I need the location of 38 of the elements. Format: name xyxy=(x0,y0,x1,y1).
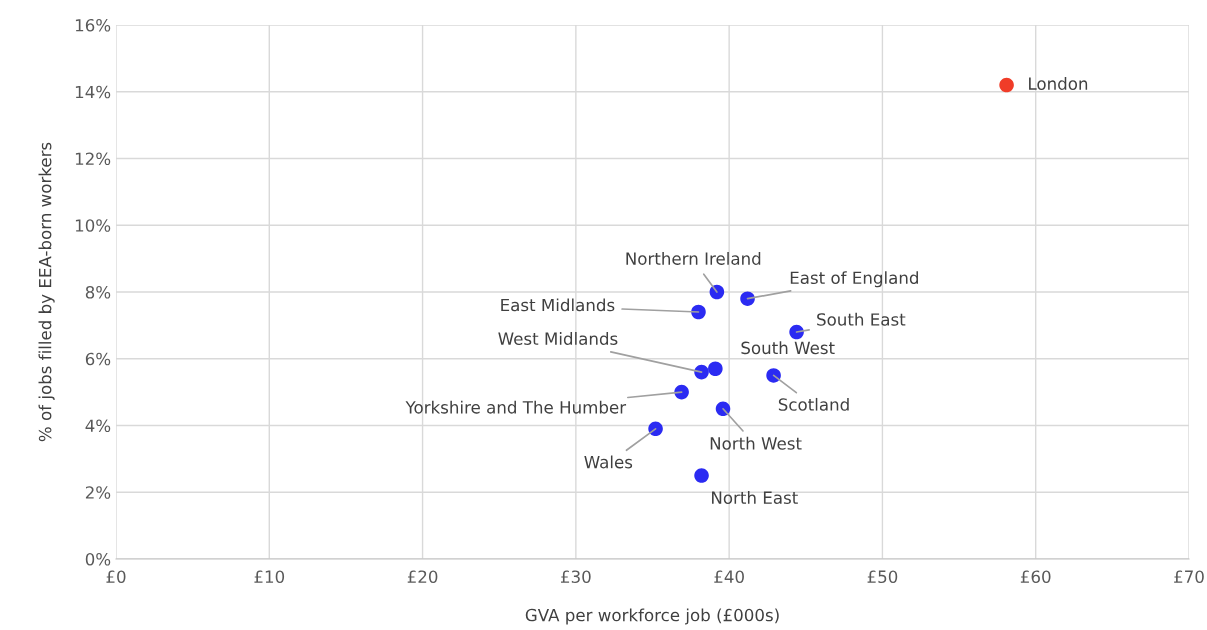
y-tick-label: 2% xyxy=(85,486,111,499)
annotation: Yorkshire and The Humber xyxy=(405,400,627,414)
y-axis-title: % of jobs filled by EEA-born workers xyxy=(38,142,55,442)
point xyxy=(694,468,709,483)
x-axis-title: GVA per workforce job (£000s) xyxy=(525,608,779,625)
y-tick-label: 4% xyxy=(85,419,111,433)
annotation: London xyxy=(1029,77,1088,90)
y-tick-label: 10% xyxy=(75,219,111,232)
point xyxy=(708,361,723,377)
point xyxy=(694,364,709,380)
y-tick-label: 0% xyxy=(85,552,111,566)
point xyxy=(999,77,1014,93)
annotation: North West xyxy=(710,436,802,450)
y-tick-label: 12% xyxy=(75,152,111,166)
y-tick-label: 6% xyxy=(85,352,111,366)
x-tick-label: £20 xyxy=(407,570,438,584)
annotation: East of England xyxy=(790,271,918,288)
x-tick-label: £60 xyxy=(1020,570,1051,584)
annotation: South West xyxy=(741,341,835,355)
point xyxy=(740,291,755,306)
x-tick-label: £30 xyxy=(561,570,591,584)
x-tick-label: £10 xyxy=(254,570,285,584)
x-tick-label: £70 xyxy=(1174,570,1204,584)
annotation: West Midlands xyxy=(498,332,618,345)
x-tick-label: £0 xyxy=(106,570,126,584)
y-tick-label: 16% xyxy=(75,18,111,32)
x-tick-label: £50 xyxy=(867,570,898,584)
x-tick-label: £40 xyxy=(714,570,744,584)
y-tick-label: 8% xyxy=(85,285,111,299)
point xyxy=(766,368,781,383)
annotation: Scotland xyxy=(778,397,849,411)
annotation: Northern Ireland xyxy=(626,251,761,265)
annotation: Wales xyxy=(584,455,633,469)
annotation: North East xyxy=(712,491,798,505)
annotation: East Midlands xyxy=(501,298,615,312)
annotation: South East xyxy=(817,312,906,326)
y-tick-label: 14% xyxy=(75,85,111,99)
point xyxy=(674,384,689,400)
